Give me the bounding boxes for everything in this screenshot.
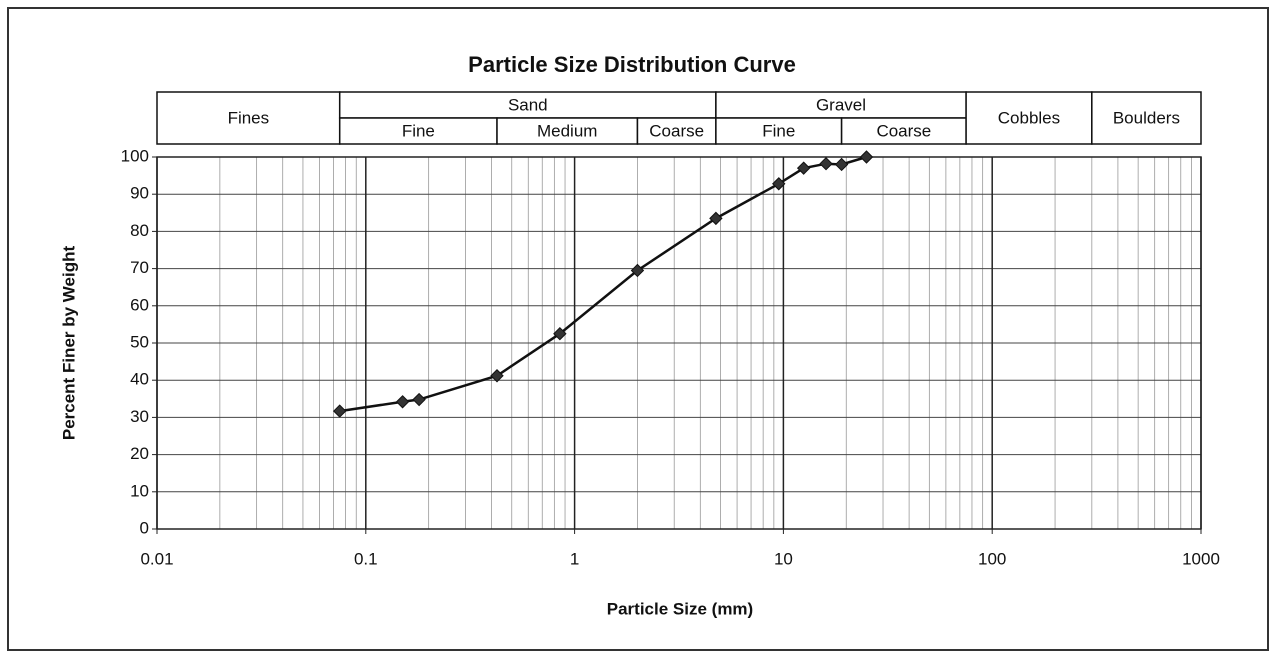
frame	[7, 7, 1269, 651]
subzone-cell-label: Medium	[537, 121, 597, 140]
subzone-cell-label: Coarse	[649, 121, 704, 140]
subzone-cell-label: Coarse	[876, 121, 931, 140]
zone-cell	[1091, 91, 1202, 145]
zone-cell	[715, 91, 967, 119]
zone-cell	[156, 91, 341, 145]
y-tick-label: 40	[130, 370, 149, 389]
y-tick-label: 90	[130, 184, 149, 203]
y-tick-label: 60	[130, 295, 149, 314]
data-point	[395, 395, 410, 409]
y-axis-label: Percent Finer by Weight	[59, 246, 78, 441]
subzone-cell-label: Fine	[762, 121, 795, 140]
x-tick-label: 0.01	[140, 549, 173, 568]
data-point	[834, 157, 849, 172]
subzone-cell	[840, 117, 967, 145]
plot-border	[156, 156, 1202, 530]
data-point	[709, 211, 723, 226]
subzone-cell	[715, 117, 843, 145]
zone-cell-label: Boulders	[1113, 108, 1180, 127]
x-tick-label: 1000	[1182, 549, 1220, 568]
y-tick-label: 0	[140, 518, 149, 537]
zone-cell-label: Gravel	[816, 95, 866, 114]
subzone-cell	[496, 117, 639, 145]
subzone-cell	[636, 117, 717, 145]
y-tick-label: 30	[130, 407, 149, 426]
x-tick-label: 10	[774, 549, 793, 568]
zone-cell	[338, 91, 717, 119]
data-point	[772, 177, 786, 191]
zone-cell-label: Sand	[508, 95, 548, 114]
zone-cell-label: Cobbles	[998, 108, 1060, 127]
zone-cell-label: Fines	[228, 108, 270, 127]
x-tick-label: 100	[978, 549, 1006, 568]
x-tick-label: 1	[570, 549, 579, 568]
y-tick-label: 20	[130, 444, 149, 463]
data-line	[339, 155, 867, 413]
data-point	[819, 156, 833, 171]
x-axis-label: Particle Size (mm)	[607, 599, 753, 618]
y-tick-label: 100	[121, 146, 149, 165]
y-tick-label: 50	[130, 332, 149, 351]
chart-title: Particle Size Distribution Curve	[468, 52, 796, 77]
data-point	[796, 161, 811, 175]
y-tick-label: 80	[130, 221, 149, 240]
y-tick-label: 10	[130, 481, 149, 500]
data-point	[490, 369, 504, 383]
data-point	[412, 392, 426, 407]
x-tick-label: 0.1	[354, 549, 378, 568]
zone-cell	[965, 91, 1093, 145]
subzone-cell-label: Fine	[402, 121, 435, 140]
y-tick-label: 70	[130, 258, 149, 277]
data-point	[630, 263, 645, 278]
data-point	[333, 404, 347, 418]
data-point	[553, 326, 567, 341]
data-point	[859, 150, 874, 164]
